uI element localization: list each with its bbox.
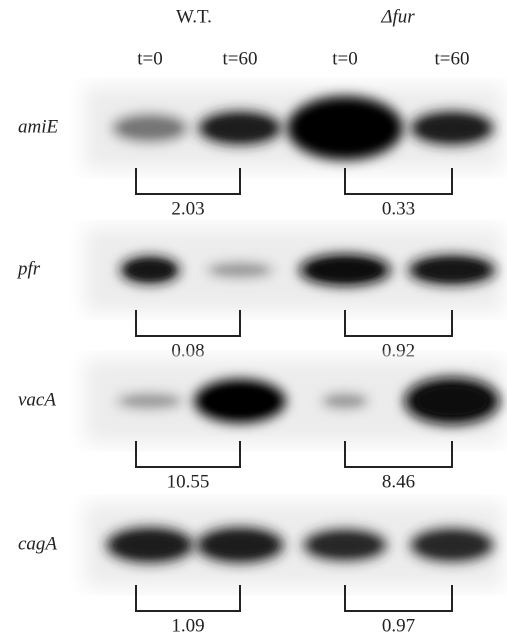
time-label: t=0 (332, 48, 358, 69)
group-label: Δfur (380, 6, 415, 27)
ratio-label: 1.09 (171, 615, 204, 634)
ratio-label: 0.97 (382, 615, 415, 634)
bracket (136, 310, 240, 336)
gene-label: vacA (18, 389, 56, 410)
group-label: W.T. (176, 6, 212, 27)
band-core (419, 261, 485, 279)
gene-label: pfr (16, 258, 41, 279)
bracket (345, 168, 452, 194)
ratio-label: 2.03 (171, 198, 204, 219)
band-core (209, 118, 272, 138)
band-core (416, 387, 488, 416)
ratio-label: 0.92 (382, 340, 415, 361)
band-core (215, 265, 266, 275)
band-core (128, 262, 173, 279)
ratio-label: 10.55 (167, 471, 210, 492)
band-core (327, 396, 363, 406)
gene-label: amiE (18, 116, 59, 137)
band-core (117, 534, 183, 556)
figure: W.T. Δfur t=0 t=60 t=0 t=60 amiE 2.03 0.33… (0, 0, 507, 634)
gene-label: cagA (18, 533, 57, 554)
band-core (314, 535, 377, 554)
band-core (421, 118, 484, 138)
time-label: t=60 (223, 48, 258, 69)
band-core (421, 535, 484, 555)
bracket (136, 585, 240, 611)
band-core (125, 396, 176, 406)
band-core (207, 534, 273, 556)
ratio-label: 0.08 (171, 340, 204, 361)
bracket (345, 441, 452, 467)
bracket (345, 585, 452, 611)
band-core (311, 260, 380, 279)
time-label: t=0 (137, 48, 163, 69)
ratio-label: 0.33 (382, 198, 415, 219)
ratio-label: 8.46 (382, 471, 415, 492)
bracket (136, 168, 240, 194)
band-core (122, 120, 179, 137)
band-core (302, 109, 389, 147)
bracket (136, 441, 240, 467)
time-label: t=60 (435, 48, 470, 69)
band-core (206, 388, 275, 414)
bracket (345, 310, 452, 336)
